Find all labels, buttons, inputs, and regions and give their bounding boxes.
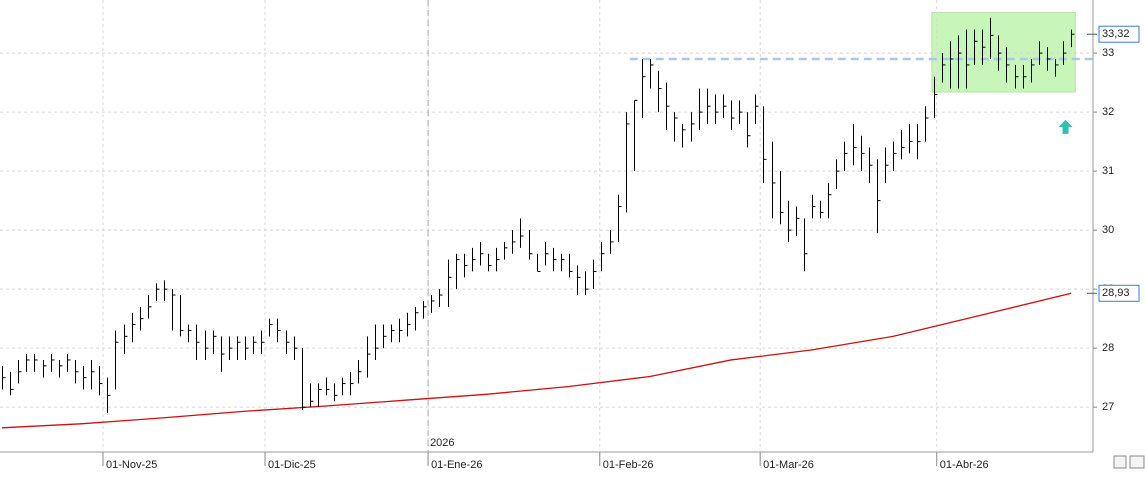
- y-tick-label: 33: [1102, 47, 1114, 59]
- x-tick-label: 01-Mar-26: [763, 459, 814, 471]
- x-tick-label: 01-Ene-26: [431, 459, 482, 471]
- highlight-zone: [931, 11, 1076, 93]
- y-tick-label: 31: [1102, 165, 1114, 177]
- year-label: 2026: [430, 437, 454, 449]
- scroll-button[interactable]: [1113, 455, 1127, 469]
- x-tick-label: 01-Abr-26: [940, 459, 989, 471]
- price-label-box: [1098, 25, 1140, 43]
- price-label: 28,93: [1102, 287, 1130, 299]
- y-tick-label: 27: [1102, 401, 1114, 413]
- x-tick-label: 01-Dic-25: [268, 459, 316, 471]
- zoom-button[interactable]: [1129, 455, 1145, 469]
- y-tick-label: 28: [1102, 342, 1114, 354]
- y-tick-label: 30: [1102, 224, 1114, 236]
- x-tick-label: 01-Feb-26: [603, 459, 654, 471]
- y-tick-label: 32: [1102, 106, 1114, 118]
- signal-arrow: [1058, 119, 1073, 134]
- moving-average: [1, 292, 1072, 429]
- x-axis-strip: [0, 452, 1093, 477]
- x-tick-label: 01-Nov-25: [106, 459, 157, 471]
- price-label-box: [1098, 284, 1140, 302]
- price-label: 33,32: [1102, 28, 1130, 40]
